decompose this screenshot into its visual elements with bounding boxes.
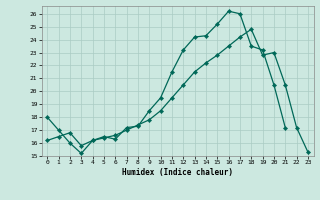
X-axis label: Humidex (Indice chaleur): Humidex (Indice chaleur) [122, 168, 233, 177]
